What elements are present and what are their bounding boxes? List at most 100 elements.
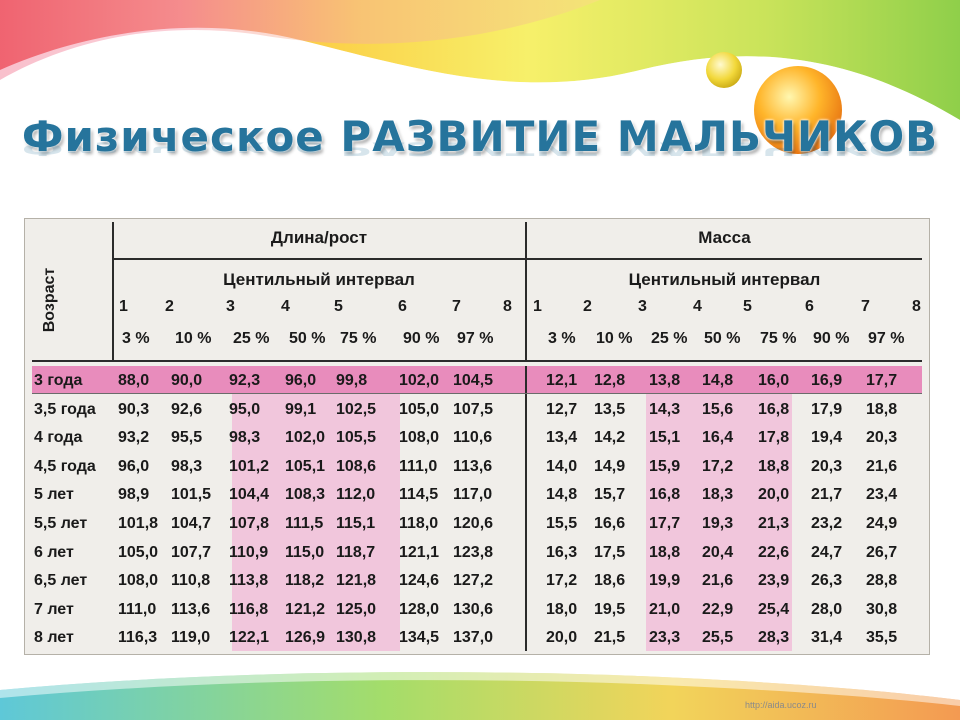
age-cell: 8 лет <box>34 629 74 647</box>
mass-cell: 15,6 <box>702 400 734 418</box>
length-cell: 98,3 <box>229 429 261 447</box>
mass-cell: 16,4 <box>702 429 734 447</box>
mass-cell: 21,3 <box>758 515 790 532</box>
length-cell: 134,5 <box>399 629 440 647</box>
percentile-mass: 10 % <box>596 330 633 347</box>
mass-cell: 17,9 <box>811 400 843 418</box>
mass-cell: 20,3 <box>811 457 843 475</box>
interval-number-mass: 2 <box>583 298 592 315</box>
mass-cell: 21,5 <box>594 629 626 647</box>
mass-cell: 17,8 <box>758 429 790 447</box>
mass-cell: 26,3 <box>811 572 843 590</box>
mass-cell: 17,2 <box>702 457 734 475</box>
mass-cell: 25,4 <box>758 600 790 618</box>
table-row: 4,5 года 96,0 98,3 101,2 105,1 108,6 111,0 113,… <box>32 453 922 481</box>
length-cell: 118,0 <box>399 515 439 532</box>
mass-cell: 19,3 <box>702 515 734 532</box>
length-cell: 111,0 <box>399 457 438 475</box>
mass-cell: 19,5 <box>594 600 626 618</box>
length-cell: 130,6 <box>453 600 494 618</box>
table-line <box>112 258 922 260</box>
length-cell: 121,2 <box>285 600 326 618</box>
mass-cell: 24,7 <box>811 543 843 561</box>
length-cell: 102,0 <box>285 429 326 447</box>
age-cell: 3 года <box>34 372 83 389</box>
interval-number-length: 7 <box>452 298 461 315</box>
title-reflection-part2: РАЗВИТИЕ МАЛЬЧИКОВ <box>340 137 939 160</box>
length-cell: 110,6 <box>453 429 493 447</box>
mass-cell: 18,6 <box>594 572 626 590</box>
percentile-mass: 97 % <box>868 330 905 347</box>
length-cell: 115,0 <box>285 543 325 561</box>
mass-cell: 18,8 <box>649 543 681 561</box>
length-cell: 92,6 <box>171 400 203 418</box>
length-cell: 115,1 <box>336 515 376 532</box>
interval-number-mass: 7 <box>861 298 870 315</box>
mass-cell: 14,0 <box>546 457 578 475</box>
mass-cell: 14,8 <box>702 372 734 389</box>
mass-cell: 23,2 <box>811 515 843 532</box>
mass-cell: 22,9 <box>702 600 734 618</box>
mass-cell: 16,6 <box>594 515 626 532</box>
length-cell: 101,2 <box>229 457 270 475</box>
mass-cell: 30,8 <box>866 600 898 618</box>
interval-number-length: 1 <box>119 298 128 315</box>
length-cell: 96,0 <box>285 372 317 389</box>
length-cell: 95,5 <box>171 429 203 447</box>
length-cell: 126,9 <box>285 629 326 647</box>
interval-number-mass: 6 <box>805 298 814 315</box>
mass-cell: 15,5 <box>546 515 578 532</box>
group-header-mass: Масса <box>698 228 751 247</box>
length-cell: 111,5 <box>285 515 324 532</box>
mass-cell: 18,0 <box>546 600 578 618</box>
length-cell: 105,5 <box>336 429 377 447</box>
length-cell: 105,1 <box>285 457 326 475</box>
length-cell: 101,8 <box>118 515 159 532</box>
length-cell: 102,5 <box>336 400 377 418</box>
interval-number-mass: 3 <box>638 298 647 315</box>
length-cell: 121,1 <box>399 543 440 561</box>
mass-cell: 20,0 <box>546 629 578 647</box>
length-cell: 92,3 <box>229 372 261 389</box>
interval-number-mass: 4 <box>693 298 702 315</box>
table-row: 5 лет 98,9 101,5 104,4 108,3 112,0 114,5 117,0 1… <box>32 481 922 509</box>
table-line <box>32 393 922 394</box>
percentile-length: 50 % <box>289 330 326 347</box>
interval-number-mass: 1 <box>533 298 542 315</box>
footer-url: http://aida.ucoz.ru <box>745 700 817 710</box>
length-cell: 122,1 <box>229 629 270 647</box>
percentile-mass: 90 % <box>813 330 850 347</box>
highlight-first-row <box>32 366 922 393</box>
length-cell: 127,2 <box>453 572 494 590</box>
mass-cell: 21,6 <box>866 457 898 475</box>
mass-cell: 20,0 <box>758 486 790 504</box>
length-cell: 105,0 <box>118 543 159 561</box>
mass-cell: 13,5 <box>594 400 626 418</box>
length-cell: 99,8 <box>336 372 368 389</box>
table-row: 3,5 года 90,3 92,6 95,0 99,1 102,5 105,0 107,5 1… <box>32 396 922 424</box>
mass-cell: 21,6 <box>702 572 734 590</box>
length-cell: 104,4 <box>229 486 270 504</box>
mass-cell: 14,8 <box>546 486 578 504</box>
mass-cell: 14,2 <box>594 429 626 447</box>
table-row: 7 лет 111,0 113,6 116,8 121,2 125,0 128,0 130,6… <box>32 596 922 624</box>
age-cell: 7 лет <box>34 600 74 618</box>
title-part-regular: Физическое <box>21 112 341 161</box>
mass-cell: 16,0 <box>758 372 790 389</box>
length-cell: 110,9 <box>229 543 269 561</box>
mass-cell: 28,8 <box>866 572 898 590</box>
interval-number-length: 5 <box>334 298 343 315</box>
percentile-length: 25 % <box>233 330 270 347</box>
length-cell: 90,3 <box>118 400 150 418</box>
mass-cell: 26,7 <box>866 543 898 561</box>
interval-number-length: 4 <box>281 298 290 315</box>
length-cell: 104,7 <box>171 515 212 532</box>
mass-cell: 14,9 <box>594 457 626 475</box>
table-row: 4 года 93,2 95,5 98,3 102,0 105,5 108,0 110,6 13… <box>32 424 922 452</box>
length-cell: 93,2 <box>118 429 150 447</box>
length-cell: 120,6 <box>453 515 494 532</box>
mass-cell: 16,9 <box>811 372 843 389</box>
mass-cell: 24,9 <box>866 515 898 532</box>
length-cell: 113,6 <box>453 457 493 475</box>
